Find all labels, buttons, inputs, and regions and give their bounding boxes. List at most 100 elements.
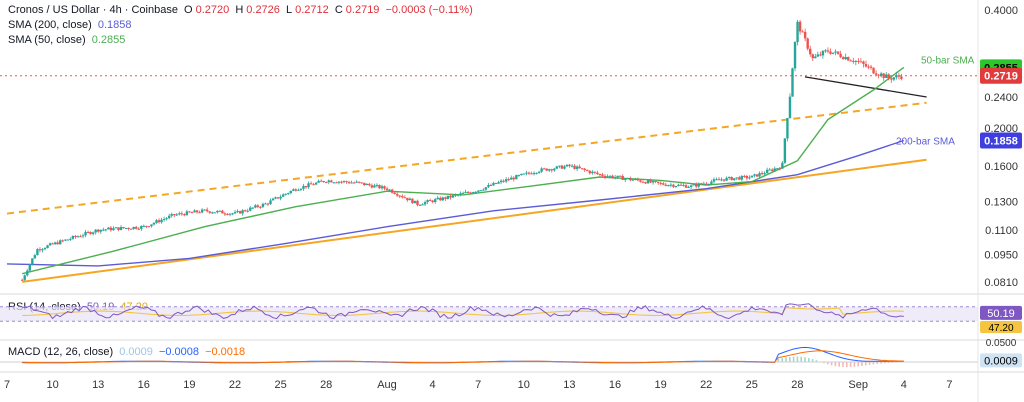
high-label: H [235,4,244,16]
candle-body [492,182,495,186]
candle-body [715,179,718,181]
macd-histogram-bar [777,358,780,363]
candle-body [200,209,204,213]
candle-body [624,178,627,180]
candle-body [558,165,561,167]
candle-body [890,78,893,80]
candle-body [484,187,488,190]
candle-body [124,227,128,229]
candle-body [803,31,807,39]
candle-body [314,182,318,185]
candle-body [378,184,381,189]
candle-body [461,192,465,194]
candle-body [271,198,275,201]
candle-body [157,220,161,223]
candle-body [669,184,673,186]
x-tick-label: 28 [791,379,803,391]
candle-body [651,180,655,183]
candle-body [879,73,883,76]
macd-signal-line [22,350,904,364]
candle-body [342,181,346,183]
candle-body [489,185,493,187]
candle-body [550,169,553,171]
candle-body [525,172,528,174]
candle-body [299,188,303,190]
candle-body [294,189,298,191]
candle-body [69,238,72,240]
candle-body [512,177,515,180]
candle-body [836,51,840,54]
candle-body [649,180,652,183]
candle-body [527,172,531,174]
candle-body [454,194,457,196]
support-line [22,158,927,283]
candle-body [76,236,80,238]
candle-body [81,235,85,237]
sma200-price-tag-bg [980,132,1022,149]
candle-body [439,197,442,201]
rsi-tag: 50.19 [987,308,1015,320]
candle-body [636,179,640,181]
candle-body [755,174,759,177]
candle-body [243,210,247,212]
candle-body [203,209,206,211]
candle-body [885,74,888,78]
rsi-ma-tag: 47.20 [988,323,1013,334]
macd-histogram-bar [872,362,875,365]
macd-histogram-bar [796,356,799,363]
macd-histogram-bar [842,362,844,368]
candle-body [712,179,716,182]
candle-body [662,183,665,185]
candle-body [809,48,812,55]
candle-body [679,184,683,186]
low-label: L [285,4,293,16]
x-tick-label: Aug [377,379,397,391]
macd-histogram-bar [811,359,814,363]
candle-body [494,182,498,184]
candle-body [603,175,607,178]
candle-body [160,219,163,223]
candle-body [360,182,363,184]
candle-body [195,210,199,213]
candle-body [646,180,650,184]
candle-body [499,180,503,183]
candle-body [753,174,756,176]
candle-body [656,181,660,183]
candle-body [869,66,873,68]
candle-body [135,226,138,229]
candle-body [618,175,622,177]
candle-body [147,226,151,228]
candle-body [588,170,591,174]
sma200-label: SMA (200, close) [8,19,92,31]
candle-body [631,179,635,181]
macd-histogram-bar [857,362,859,367]
candle-body [537,171,541,173]
candle-body [74,236,77,238]
candle-body [441,197,445,201]
candle-body [740,175,744,180]
candle-body [887,74,890,79]
symbol-label: Cronos / US Dollar · 4h · Coinbase [8,4,178,16]
candle-body [831,52,835,54]
candle-body [444,197,447,199]
candle-body [104,229,108,231]
candle-body [580,168,584,170]
candle-body [520,173,523,176]
candle-body [700,183,703,185]
candle-body [269,200,272,204]
x-tick-label: 19 [183,379,195,391]
candle-body [254,205,257,208]
candle-body [345,181,348,183]
candle-body [261,203,265,207]
x-tick-label: Sep [848,379,868,391]
sma200-price-tag: 0.1858 [984,136,1018,148]
candle-body [256,205,260,207]
low-value: 0.2712 [295,4,329,16]
macd-histogram-bar [792,356,795,363]
candle-body [71,236,75,239]
candle-body [616,175,619,178]
candle-body [428,200,432,202]
candle-body [849,60,852,62]
candle-body [327,180,330,183]
